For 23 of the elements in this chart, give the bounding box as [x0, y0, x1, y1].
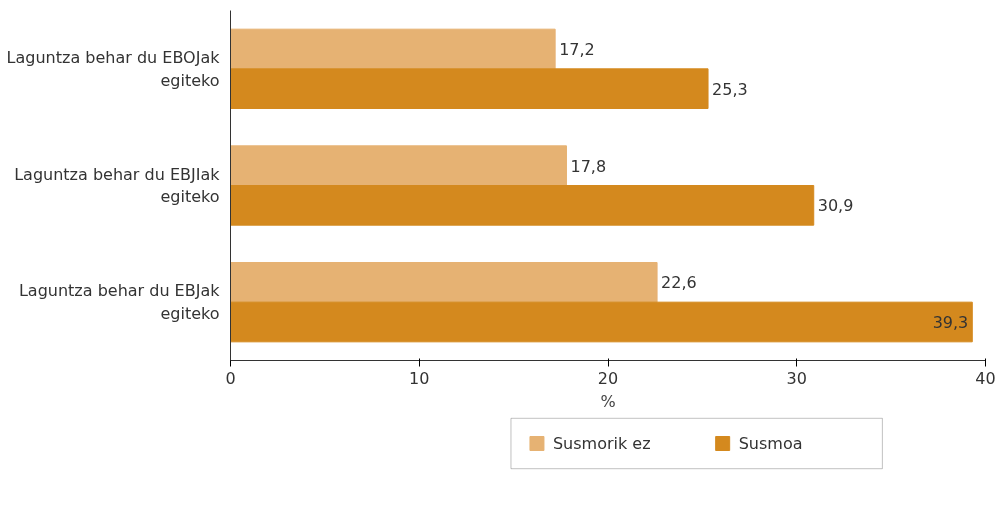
data-label: 22,6 — [661, 273, 697, 293]
x-tick-label: 10 — [409, 368, 430, 388]
bar — [230, 68, 709, 109]
y-tick-label: Laguntza behar du EBJak egiteko — [18, 281, 221, 324]
bar — [230, 28, 556, 70]
bar — [230, 301, 973, 343]
legend-label: Susmorik ez — [552, 434, 651, 453]
data-label: 30,9 — [817, 196, 854, 216]
bar — [230, 262, 658, 303]
data-label: 39,3 — [932, 313, 969, 332]
x-tick-label: 40 — [975, 368, 996, 388]
x-axis-title: % — [600, 391, 616, 411]
bar — [230, 145, 567, 186]
data-label: 25,3 — [712, 79, 748, 99]
x-tick-label: 20 — [597, 368, 619, 388]
bar — [230, 185, 815, 226]
legend-label: Susmoa — [738, 434, 803, 453]
x-tick-label: 30 — [786, 368, 807, 388]
y-tick-label: Laguntza behar du EBOJak egiteko — [6, 47, 221, 90]
data-label: 17,2 — [559, 40, 595, 59]
data-label: 17,8 — [570, 156, 607, 176]
x-tick-label: 0 — [225, 368, 236, 388]
y-tick-label: Laguntza behar du EBJIak egiteko — [14, 164, 221, 207]
